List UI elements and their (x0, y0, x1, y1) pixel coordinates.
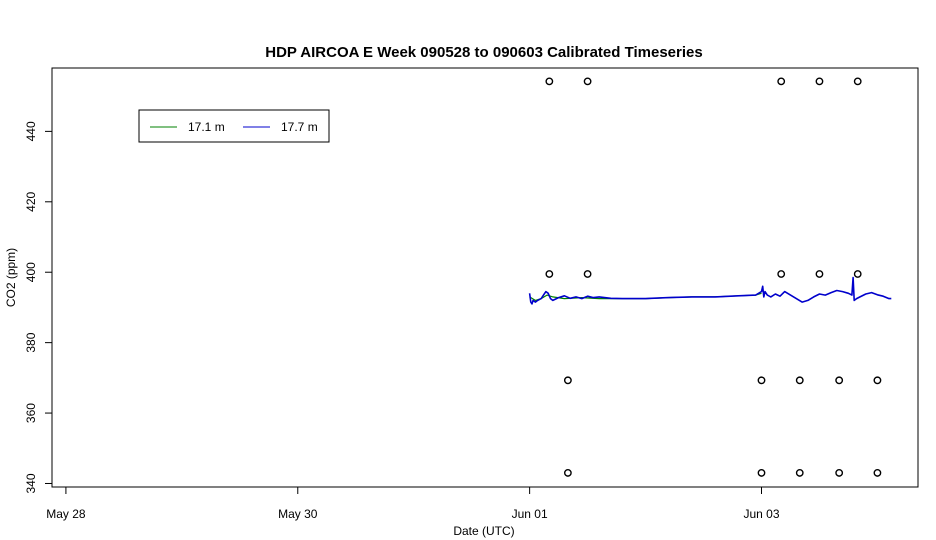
legend-label-17-7m: 17.7 m (281, 120, 318, 134)
series-line-17-7-m (528, 276, 892, 305)
point-marker-0 (545, 77, 554, 86)
point-marker-6 (583, 270, 592, 278)
x-tick-label-1: May 30 (278, 507, 318, 521)
legend: 17.1 m 17.7 m (138, 109, 330, 143)
plot-area-frame (51, 67, 919, 488)
y-tick-label-5: 440 (24, 121, 38, 141)
point-marker-1 (583, 77, 592, 86)
legend-box (138, 109, 330, 143)
point-marker-14 (873, 376, 882, 385)
x-tick-label-2: Jun 01 (512, 507, 548, 521)
point-marker-17 (795, 469, 804, 477)
x-axis-label: Date (UTC) (453, 524, 514, 538)
point-marker-4 (853, 77, 862, 86)
x-tick-label-3: Jun 03 (743, 507, 779, 521)
x-axis: May 28 May 30 Jun 01 Jun 03 (46, 487, 780, 521)
point-marker-7 (777, 270, 786, 278)
point-marker-16 (757, 469, 766, 477)
point-marker-19 (873, 469, 882, 477)
series-layer (528, 276, 892, 305)
point-marker-10 (563, 376, 572, 385)
point-marker-13 (835, 376, 844, 385)
y-tick-label-4: 420 (24, 191, 38, 211)
point-marker-12 (795, 376, 804, 385)
point-marker-11 (757, 376, 766, 385)
chart-title: HDP AIRCOA E Week 090528 to 090603 Calib… (265, 44, 702, 61)
point-marker-3 (815, 77, 824, 86)
legend-label-17-1m: 17.1 m (188, 120, 225, 134)
point-marker-5 (545, 270, 554, 278)
point-marker-18 (835, 469, 844, 477)
y-tick-label-2: 380 (24, 332, 38, 352)
point-marker-2 (777, 77, 786, 86)
y-tick-label-1: 360 (24, 403, 38, 423)
points-layer (545, 77, 882, 477)
point-marker-8 (815, 270, 824, 278)
x-tick-label-0: May 28 (46, 507, 86, 521)
y-axis: 340 360 380 400 420 440 (24, 121, 52, 493)
point-marker-9 (853, 270, 862, 278)
y-tick-label-0: 340 (24, 473, 38, 493)
y-axis-label: CO2 (ppm) (4, 248, 18, 307)
point-marker-15 (563, 469, 572, 477)
y-tick-label-3: 400 (24, 262, 38, 282)
